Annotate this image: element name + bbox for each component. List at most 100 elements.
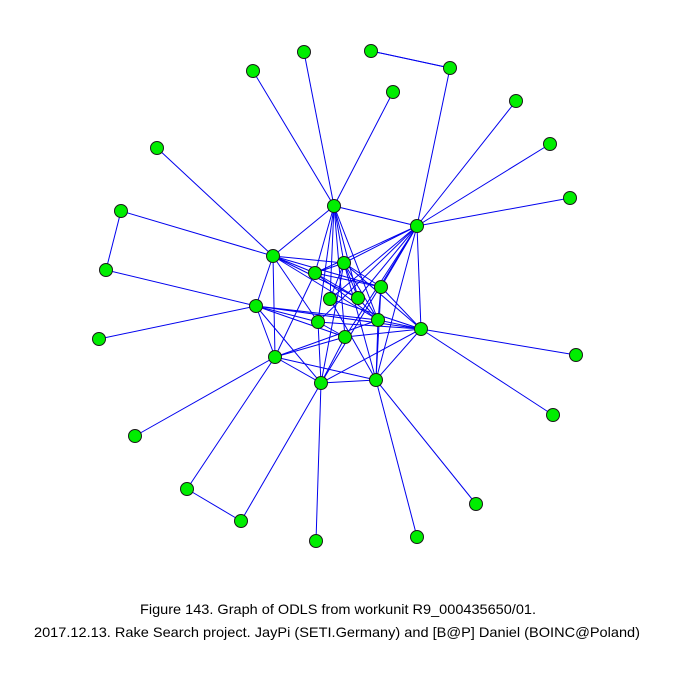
edge bbox=[357, 225, 418, 299]
edge bbox=[375, 319, 379, 381]
edge bbox=[343, 262, 379, 321]
edge bbox=[420, 328, 577, 356]
edge bbox=[329, 298, 377, 381]
node bbox=[469, 497, 483, 511]
edges bbox=[98, 50, 577, 542]
edge bbox=[274, 336, 346, 358]
node bbox=[509, 94, 523, 108]
edge bbox=[272, 255, 319, 323]
edge bbox=[343, 262, 382, 288]
node bbox=[410, 530, 424, 544]
edge bbox=[272, 255, 276, 358]
node bbox=[410, 219, 424, 233]
edge bbox=[420, 328, 554, 416]
node bbox=[249, 299, 263, 313]
edge bbox=[255, 255, 274, 307]
edge bbox=[380, 286, 422, 330]
node bbox=[309, 534, 323, 548]
node bbox=[314, 376, 328, 390]
edge bbox=[343, 225, 418, 264]
edge bbox=[329, 205, 335, 300]
edge bbox=[255, 305, 276, 358]
edge bbox=[314, 225, 418, 274]
edge bbox=[255, 305, 322, 384]
edge bbox=[377, 319, 422, 330]
node bbox=[364, 44, 378, 58]
edge bbox=[314, 272, 379, 321]
edge bbox=[333, 205, 345, 264]
node bbox=[311, 315, 325, 329]
edge bbox=[416, 67, 451, 227]
edge bbox=[274, 272, 316, 358]
edge bbox=[255, 305, 346, 338]
edge bbox=[320, 328, 422, 384]
edge bbox=[343, 262, 377, 381]
edge bbox=[317, 321, 422, 330]
edge bbox=[370, 50, 451, 69]
node bbox=[128, 429, 142, 443]
nodes bbox=[92, 44, 583, 548]
node bbox=[563, 191, 577, 205]
node bbox=[569, 348, 583, 362]
edge bbox=[120, 210, 274, 257]
edge bbox=[272, 255, 345, 264]
node bbox=[338, 330, 352, 344]
caption-line: Figure 143. Graph of ODLS from workunit … bbox=[140, 601, 536, 617]
edge bbox=[317, 205, 335, 323]
edge bbox=[255, 305, 422, 330]
edge bbox=[98, 305, 257, 340]
edge bbox=[272, 255, 382, 288]
edge bbox=[320, 336, 346, 384]
edge bbox=[105, 210, 122, 271]
edge bbox=[333, 205, 418, 227]
edge bbox=[272, 205, 335, 257]
edge bbox=[274, 356, 322, 384]
node bbox=[327, 199, 341, 213]
edge bbox=[333, 205, 359, 299]
edge bbox=[375, 379, 418, 538]
node bbox=[386, 85, 400, 99]
node bbox=[371, 313, 385, 327]
edge bbox=[320, 379, 377, 384]
edge bbox=[186, 356, 276, 490]
node bbox=[180, 482, 194, 496]
edge bbox=[315, 382, 322, 542]
edge bbox=[344, 328, 422, 338]
edge bbox=[333, 91, 394, 207]
node bbox=[369, 373, 383, 387]
edge bbox=[255, 305, 319, 323]
node bbox=[297, 45, 311, 59]
node bbox=[443, 61, 457, 75]
edge bbox=[333, 205, 346, 338]
edge bbox=[186, 488, 242, 522]
node bbox=[337, 256, 351, 270]
edge bbox=[375, 379, 477, 505]
edge bbox=[105, 269, 257, 307]
edge bbox=[156, 147, 274, 257]
edge bbox=[375, 328, 422, 381]
node bbox=[323, 292, 337, 306]
edge bbox=[314, 205, 335, 274]
node bbox=[150, 141, 164, 155]
edge bbox=[320, 262, 345, 384]
node bbox=[374, 280, 388, 294]
node bbox=[268, 350, 282, 364]
node bbox=[414, 322, 428, 336]
edge bbox=[274, 356, 377, 381]
edge bbox=[272, 255, 316, 274]
edge bbox=[416, 197, 571, 227]
node bbox=[351, 291, 365, 305]
edge bbox=[343, 262, 422, 330]
node bbox=[266, 249, 280, 263]
node bbox=[543, 137, 557, 151]
node bbox=[308, 266, 322, 280]
node bbox=[246, 64, 260, 78]
caption-line: 2017.12.13. Rake Search project. JayPi (… bbox=[34, 624, 640, 640]
edge bbox=[317, 321, 322, 384]
node bbox=[92, 332, 106, 346]
edge bbox=[329, 225, 418, 300]
edge bbox=[252, 70, 335, 207]
